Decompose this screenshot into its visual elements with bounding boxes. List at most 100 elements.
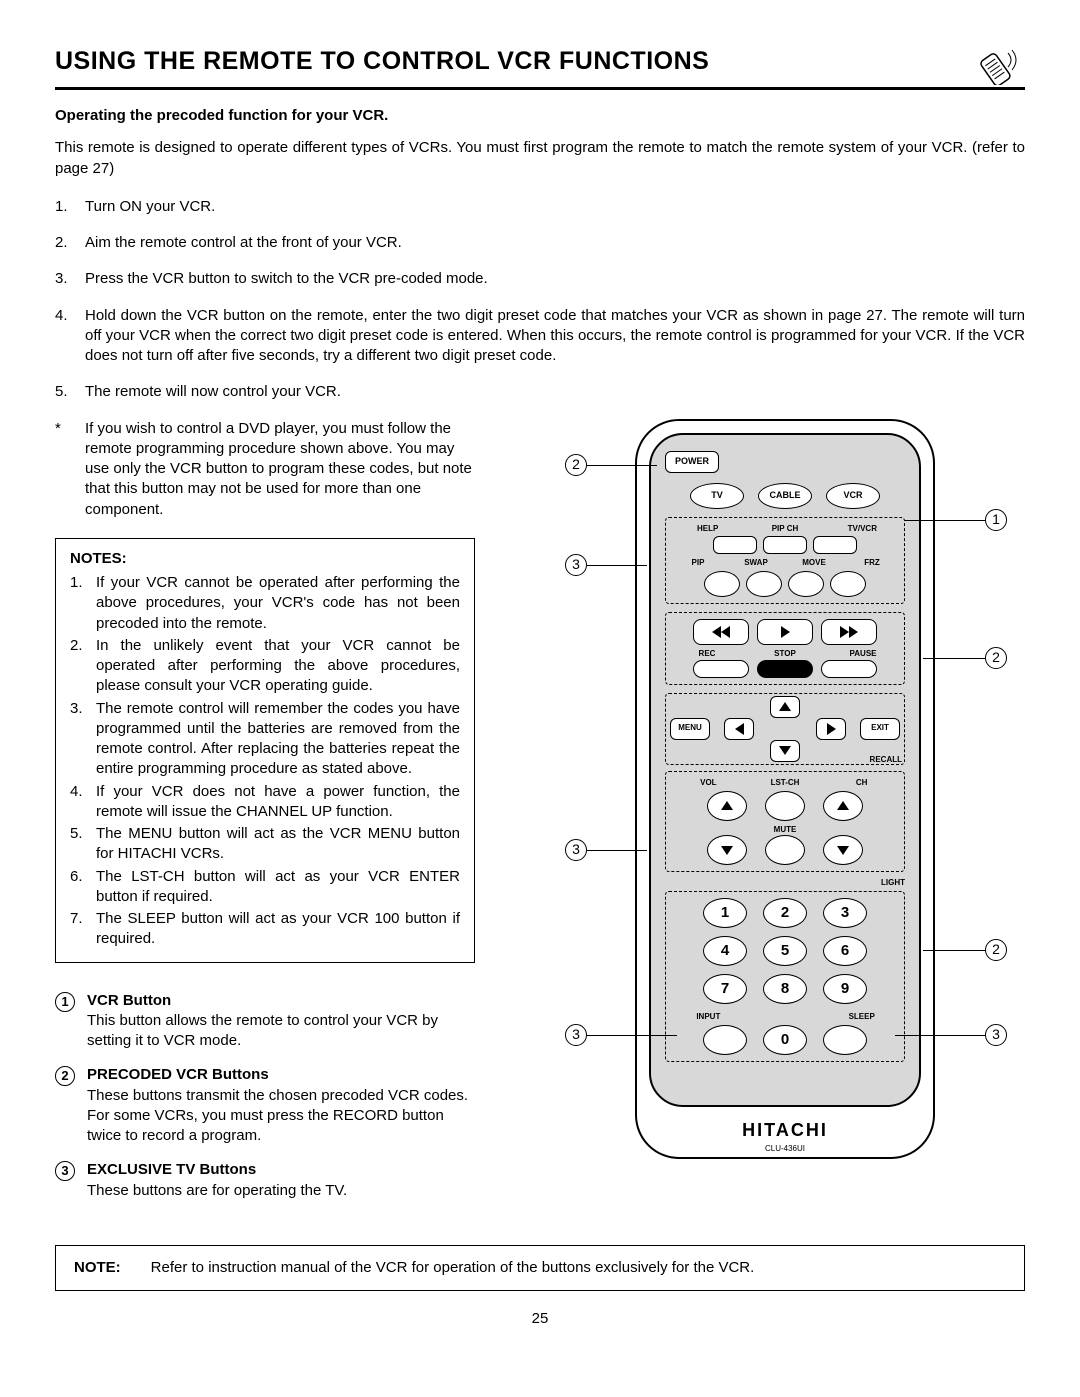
callout-title: EXCLUSIVE TV Buttons xyxy=(87,1161,256,1178)
input-button xyxy=(703,1025,747,1055)
subheading: Operating the precoded function for your… xyxy=(55,106,1025,126)
pip-section: HELP PIP CH TV/VCR PIP SWAP MOVE xyxy=(665,517,905,605)
lstch-button xyxy=(765,791,805,821)
digit-6: 6 xyxy=(823,936,867,966)
digit-1: 1 xyxy=(703,898,747,928)
callout-line xyxy=(905,520,985,522)
step-item: The remote will now control your VCR. xyxy=(55,382,1025,402)
stop-label: STOP xyxy=(750,649,820,660)
note-item: If your VCR cannot be operated after per… xyxy=(70,573,460,634)
numpad-section: 1 2 3 4 5 6 7 8 9 xyxy=(665,891,905,1062)
digit-8: 8 xyxy=(763,974,807,1004)
step-item: Aim the remote control at the front of y… xyxy=(55,233,1025,253)
callout-title: PRECODED VCR Buttons xyxy=(87,1066,269,1083)
note-item: The remote control will remember the cod… xyxy=(70,699,460,780)
callout-line xyxy=(587,565,647,567)
diagram-callout: 1 xyxy=(985,509,1007,531)
rec-button xyxy=(693,660,749,678)
swap-label: SWAP xyxy=(730,558,782,569)
brand-label: HITACHI xyxy=(637,1118,933,1142)
pipch-label: PIP CH xyxy=(749,524,820,535)
mute-label: MUTE xyxy=(672,825,898,836)
callout-item: 2 PRECODED VCR Buttons These buttons tra… xyxy=(55,1065,475,1146)
digit-2: 2 xyxy=(763,898,807,928)
light-label: LIGHT xyxy=(665,878,905,889)
note-item: In the unlikely event that your VCR cann… xyxy=(70,636,460,697)
ch-dn-button xyxy=(823,835,863,865)
left-column: * If you wish to control a DVD player, y… xyxy=(55,419,475,1215)
note-item: The SLEEP button will act as your VCR 10… xyxy=(70,909,460,950)
remote-body: POWER TV CABLE VCR HELP PIP CH TV/VCR xyxy=(635,419,935,1159)
step-item: Turn ON your VCR. xyxy=(55,197,1025,217)
callout-line xyxy=(895,1035,985,1037)
menu-section: MENU EXIT RECALL xyxy=(665,693,905,765)
page-title: USING THE REMOTE TO CONTROL VCR FUNCTION… xyxy=(55,45,970,79)
ch-up-button xyxy=(823,791,863,821)
remote-panel: POWER TV CABLE VCR HELP PIP CH TV/VCR xyxy=(649,433,921,1107)
volch-section: VOL LST-CH CH MUTE xyxy=(665,771,905,873)
ch-label: CH xyxy=(825,778,898,789)
input-label: INPUT xyxy=(672,1012,745,1023)
callout-line xyxy=(587,465,657,467)
transport-section: REC STOP PAUSE xyxy=(665,612,905,685)
callout-number: 2 xyxy=(55,1066,75,1086)
note-item: The MENU button will act as the VCR MENU… xyxy=(70,824,460,865)
right-column: 2 1 3 2 3 2 3 3 POWER xyxy=(503,419,1025,1215)
vol-up-button xyxy=(707,791,747,821)
digit-4: 4 xyxy=(703,936,747,966)
digit-0: 0 xyxy=(763,1025,807,1055)
stop-button xyxy=(757,660,813,678)
intro-text: This remote is designed to operate diffe… xyxy=(55,138,1025,179)
mute-button xyxy=(765,835,805,865)
power-button: POWER xyxy=(665,451,719,473)
remote-icon xyxy=(970,45,1025,85)
vol-dn-button xyxy=(707,835,747,865)
callout-item: 1 VCR Button This button allows the remo… xyxy=(55,991,475,1052)
pipch-button xyxy=(763,536,807,554)
diagram-callout: 3 xyxy=(565,839,587,861)
callout-item: 3 EXCLUSIVE TV Buttons These buttons are… xyxy=(55,1160,475,1201)
nav-left-button xyxy=(724,718,754,740)
move-button xyxy=(788,571,824,597)
steps-list: Turn ON your VCR. Aim the remote control… xyxy=(55,197,1025,403)
callout-body: These buttons transmit the chosen precod… xyxy=(87,1087,468,1145)
callout-number: 1 xyxy=(55,992,75,1012)
vcr-button: VCR xyxy=(826,483,880,509)
callout-number: 3 xyxy=(55,1161,75,1181)
notes-box: NOTES: If your VCR cannot be operated af… xyxy=(55,538,475,963)
recall-label: RECALL xyxy=(870,755,902,766)
callout-title: VCR Button xyxy=(87,992,171,1009)
digit-7: 7 xyxy=(703,974,747,1004)
menu-button: MENU xyxy=(670,718,710,740)
play-button xyxy=(757,619,813,645)
rec-label: REC xyxy=(672,649,742,660)
callout-line xyxy=(923,950,985,952)
bottom-note-label: NOTE: xyxy=(74,1258,121,1278)
sleep-button xyxy=(823,1025,867,1055)
digit-3: 3 xyxy=(823,898,867,928)
bottom-note-box: NOTE: Refer to instruction manual of the… xyxy=(55,1245,1025,1291)
callout-line xyxy=(923,658,985,660)
pause-label: PAUSE xyxy=(828,649,898,660)
diagram-callout: 3 xyxy=(565,1024,587,1046)
lstch-label: LST-CH xyxy=(749,778,822,789)
step-item: Hold down the VCR button on the remote, … xyxy=(55,306,1025,367)
exit-button: EXIT xyxy=(860,718,900,740)
diagram-callout: 3 xyxy=(565,554,587,576)
pip-button xyxy=(704,571,740,597)
note-item: If your VCR does not have a power functi… xyxy=(70,782,460,823)
note-item: The LST-CH button will act as your VCR E… xyxy=(70,867,460,908)
diagram-callout: 3 xyxy=(985,1024,1007,1046)
move-label: MOVE xyxy=(788,558,840,569)
pip-label: PIP xyxy=(672,558,724,569)
digit-9: 9 xyxy=(823,974,867,1004)
notes-header: NOTES: xyxy=(70,549,460,569)
frz-button xyxy=(830,571,866,597)
callout-legend: 1 VCR Button This button allows the remo… xyxy=(55,991,475,1201)
vol-label: VOL xyxy=(672,778,745,789)
nav-right-button xyxy=(816,718,846,740)
star-note-text: If you wish to control a DVD player, you… xyxy=(85,420,472,518)
step-item: Press the VCR button to switch to the VC… xyxy=(55,269,1025,289)
page-number: 25 xyxy=(55,1309,1025,1329)
callout-body: This button allows the remote to control… xyxy=(87,1012,438,1049)
